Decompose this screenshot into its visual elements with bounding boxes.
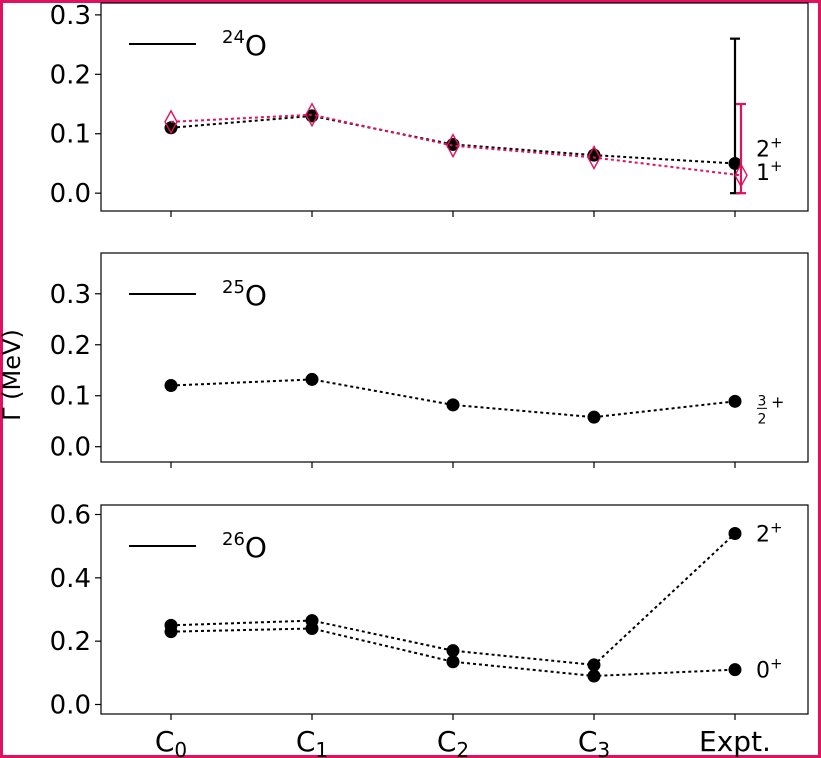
x-tick-base: C [155,725,175,758]
nucleus-symbol: O [245,279,267,312]
y-axis-label: Γ (MeV) [0,329,26,421]
y-tick-label: 0.1 [50,382,91,412]
nucleus-mass: 24 [222,27,245,48]
nucleus-mass: 25 [222,277,245,298]
series-label-num: 3 [758,393,767,409]
series-line [170,627,736,678]
x-tick-sub: 3 [597,738,610,758]
series-line [170,113,742,177]
y-tick-label: 0.1 [50,120,91,150]
x-tick-sub: 2 [456,738,469,758]
data-point [164,625,178,639]
series-label-sup: + [770,157,783,175]
series-label-base: 0 [756,659,770,684]
x-tick-base: C [578,725,598,758]
series-label: 0+ [756,655,783,684]
data-point [446,644,460,658]
x-tick-base: C [437,725,457,758]
data-point [446,655,460,669]
y-tick-label: 0.2 [50,331,91,361]
y-tick-label: 0.4 [50,564,91,594]
data-point [446,133,460,159]
y-tick-label: 0.0 [50,433,91,463]
data-point [587,658,601,672]
y-tick-label: 0.3 [50,280,91,310]
axes-frame-0 [100,2,809,212]
data-point [305,372,319,386]
data-point [728,156,742,170]
y-tick-label: 0.6 [50,501,91,531]
series-label-den: 2 [758,411,767,427]
data-point [446,398,460,412]
y-tick-label: 0.2 [50,627,91,657]
series-label-sup: + [771,392,784,411]
x-tick-label: C2 [437,725,469,758]
data-point [587,145,601,170]
axes-frame-1 [100,252,809,463]
y-tick-label: 0.0 [50,179,91,209]
series-label-sup: + [770,519,783,537]
series-label-base: 2 [756,137,770,162]
nucleus-mass: 26 [222,529,245,550]
series-label-base: 1 [756,161,770,186]
series-label-sup: + [770,133,783,151]
x-tick-label: C1 [296,725,328,758]
data-point [728,394,742,408]
series-label: 2+ [756,133,783,162]
series-line [170,378,736,419]
data-point [164,121,178,135]
x-tick-label: C0 [155,725,187,758]
data-point [734,162,748,188]
nucleus-label: 26O [222,529,267,564]
x-tick-label: Expt. [699,725,771,758]
x-tick-sub: 0 [174,738,187,758]
data-point [587,410,601,424]
y-tick-label: 0.3 [50,1,91,31]
series-label-base: 2 [756,523,770,548]
nucleus-label: 25O [222,277,267,312]
data-point [164,109,178,135]
x-tick-label: C3 [578,725,610,758]
x-tick-base: C [296,725,316,758]
y-tick-label: 0.0 [50,691,91,721]
data-point [305,622,319,635]
data-point [587,669,601,683]
series-label: 2+ [756,519,783,548]
y-tick-label: 0.2 [50,60,91,90]
data-point [728,663,742,677]
nucleus-symbol: O [245,531,267,564]
nucleus-label: 24O [222,27,267,62]
axes-frame-2 [100,504,809,715]
data-point [728,527,742,540]
series-label-sup: + [770,655,783,673]
x-tick-sub: 1 [315,738,328,758]
data-point [305,102,319,128]
x-tick-base: Expt. [699,725,771,758]
series-label: 1+ [756,157,783,186]
data-point [164,379,178,393]
nucleus-symbol: O [245,29,267,62]
